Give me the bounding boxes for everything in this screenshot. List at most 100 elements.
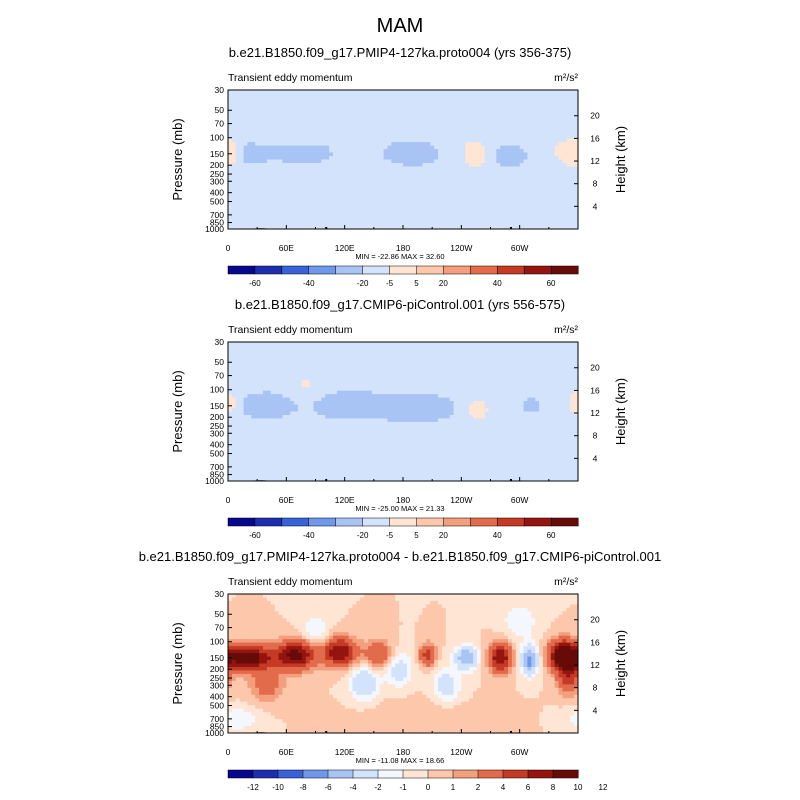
field-cell	[570, 93, 575, 98]
field-cell	[558, 352, 563, 357]
field-cell	[313, 138, 318, 143]
field-cell	[434, 135, 439, 140]
field-cell	[317, 96, 322, 101]
field-cell	[406, 383, 412, 388]
field-cell	[235, 169, 241, 174]
field-cell	[539, 90, 544, 94]
field-cell	[364, 225, 369, 230]
field-cell	[263, 383, 268, 388]
field-cell	[239, 149, 244, 153]
field-cell	[418, 187, 423, 192]
field-cell	[344, 131, 349, 136]
field-cell	[403, 380, 408, 385]
field-cell	[266, 103, 272, 108]
field-cell	[511, 149, 517, 153]
field-cell	[457, 128, 462, 133]
field-cell	[515, 110, 521, 115]
field-cell	[344, 183, 349, 188]
field-cell	[406, 159, 412, 164]
field-cell	[438, 166, 443, 171]
field-cell	[263, 110, 268, 115]
field-cell	[469, 96, 474, 101]
field-cell	[453, 117, 458, 122]
field-cell	[558, 383, 563, 388]
field-cell	[263, 117, 268, 122]
field-cell	[313, 190, 318, 195]
field-cell	[562, 90, 567, 94]
field-cell	[438, 369, 443, 374]
field-cell	[441, 215, 447, 219]
field-cell	[449, 135, 454, 140]
field-cell	[492, 162, 497, 167]
field-cell	[543, 135, 548, 140]
field-cell	[375, 162, 381, 167]
field-cell	[531, 173, 536, 178]
field-cell	[301, 152, 307, 157]
field-cell	[410, 194, 416, 199]
field-cell	[399, 103, 404, 108]
field-cell	[434, 180, 439, 185]
field-cell	[399, 131, 404, 136]
field-cell	[445, 131, 451, 136]
field-cell	[480, 100, 486, 105]
field-cell	[527, 211, 532, 216]
field-cell	[231, 222, 237, 226]
field-cell	[453, 149, 458, 153]
field-cell	[441, 380, 447, 385]
field-cell	[333, 355, 338, 360]
field-cell	[476, 348, 482, 353]
field-cell	[558, 180, 563, 185]
field-cell	[461, 376, 466, 381]
field-cell	[461, 359, 466, 364]
field-cell	[251, 128, 256, 133]
field-cell	[519, 128, 524, 133]
field-cell	[484, 96, 489, 101]
field-cell	[496, 176, 501, 181]
field-cell	[387, 142, 392, 147]
field-cell	[480, 211, 486, 216]
field-cell	[550, 190, 556, 195]
variable-label: Transient eddy momentum	[228, 324, 353, 336]
field-cell	[570, 222, 575, 226]
field-cell	[465, 208, 470, 213]
field-cell	[387, 355, 392, 360]
field-cell	[325, 218, 330, 223]
field-cell	[379, 355, 384, 360]
field-cell	[453, 145, 458, 150]
field-cell	[255, 156, 260, 160]
field-cell	[484, 162, 489, 167]
colorbar-swatch	[281, 265, 310, 275]
field-cell	[344, 215, 349, 219]
field-cell	[438, 159, 443, 164]
field-cell	[286, 142, 291, 147]
field-cell	[243, 117, 248, 122]
field-cell	[282, 201, 287, 206]
field-cell	[387, 362, 392, 367]
field-cell	[492, 103, 497, 108]
field-cell	[574, 359, 579, 364]
field-cell	[259, 362, 264, 367]
field-cell	[543, 103, 548, 108]
field-cell	[278, 149, 283, 153]
field-cell	[231, 190, 237, 195]
field-cell	[546, 156, 552, 160]
field-cell	[231, 121, 237, 126]
field-cell	[535, 149, 540, 153]
field-cell	[515, 173, 521, 178]
field-cell	[511, 110, 517, 115]
field-cell	[480, 152, 486, 157]
field-cell	[527, 117, 532, 122]
field-cell	[321, 204, 326, 209]
field-cell	[255, 149, 260, 153]
field-cell	[511, 128, 517, 133]
field-cell	[270, 211, 276, 216]
field-cell	[504, 348, 509, 353]
field-cell	[371, 169, 377, 174]
field-cell	[441, 218, 447, 223]
field-cell	[484, 124, 489, 129]
field-cell	[457, 180, 462, 185]
field-cell	[492, 173, 497, 178]
field-cell	[329, 190, 334, 195]
field-cell	[333, 348, 338, 353]
field-cell	[298, 159, 303, 164]
